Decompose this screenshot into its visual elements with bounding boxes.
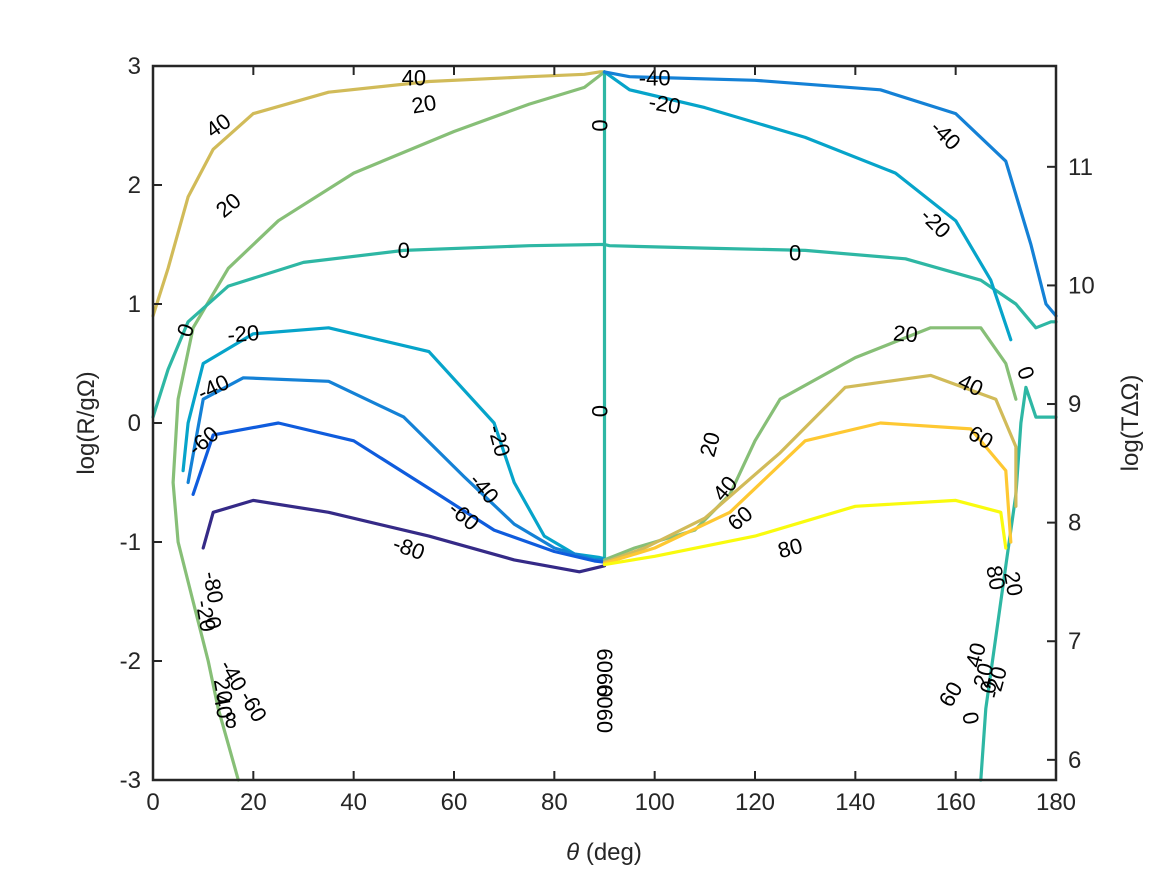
contour-label-45: 6060 bbox=[592, 684, 617, 733]
y2-tick-label-5: 11 bbox=[1068, 154, 1093, 181]
x-axis-label-symbol: θ bbox=[566, 839, 579, 866]
contour-label-15: 40 bbox=[954, 368, 987, 401]
y2-tick-label-4: 10 bbox=[1068, 272, 1095, 299]
y-tick-label-4: 1 bbox=[128, 291, 141, 318]
x-axis-label-text: (deg) bbox=[579, 839, 642, 866]
contour-line-level-60-12 bbox=[602, 421, 1013, 566]
x-axis-ticks: 0 20 40 60 80 100 120 140 160 180 bbox=[146, 66, 1076, 816]
contour-line-level-20-10 bbox=[602, 326, 1018, 562]
y-tick-label-5: 2 bbox=[128, 172, 141, 199]
contour-line-level--20-6 bbox=[181, 326, 607, 561]
contour-label-19: 0 bbox=[587, 405, 612, 417]
contour-line-level--80-9 bbox=[201, 498, 607, 574]
contour-label-43: 0 bbox=[957, 710, 984, 726]
x-axis-label: θ (deg) bbox=[566, 839, 642, 866]
contour-line-level-80-13 bbox=[602, 498, 1008, 567]
x-tick-label-2: 40 bbox=[340, 789, 367, 816]
contour-label-2: 20 bbox=[410, 90, 438, 119]
y2-tick-label-1: 7 bbox=[1068, 628, 1081, 655]
contour-line-level-0-2 bbox=[151, 242, 607, 419]
contour-label-13: 20 bbox=[892, 320, 919, 347]
contour-label-3: 20 bbox=[211, 188, 246, 223]
contour-label-29: -20 bbox=[191, 598, 221, 634]
contour-label-37: 8 bbox=[225, 708, 237, 733]
contour-line-level-20-1 bbox=[171, 70, 607, 782]
contour-label-44: 6060 bbox=[592, 648, 617, 697]
y2-tick-label-0: 6 bbox=[1068, 747, 1081, 774]
contour-lines bbox=[151, 70, 1058, 782]
y-tick-label-0: -3 bbox=[120, 767, 141, 794]
contour-label-0: 40 bbox=[402, 65, 426, 90]
contour-label-7: -40 bbox=[926, 115, 966, 155]
y2-tick-label-3: 9 bbox=[1068, 391, 1081, 418]
x-tick-label-4: 80 bbox=[541, 789, 568, 816]
x-tick-label-0: 0 bbox=[146, 789, 159, 816]
contour-line-level-40-11 bbox=[602, 373, 1018, 564]
y-tick-label-1: -2 bbox=[120, 648, 141, 675]
x-tick-label-1: 20 bbox=[240, 789, 267, 816]
contour-label-12: -20 bbox=[226, 320, 260, 348]
contour-label-36: 40 bbox=[209, 692, 238, 720]
x-tick-label-8: 160 bbox=[936, 789, 976, 816]
contour-line-level--20-14 bbox=[602, 70, 1013, 342]
contour-line-level--60-8 bbox=[191, 421, 607, 564]
y2-axis-label: log(TΔΩ) bbox=[1117, 375, 1144, 472]
contour-label-30: 0 bbox=[200, 615, 227, 631]
y-tick-label-3: 0 bbox=[128, 410, 141, 437]
contour-label-32: 20 bbox=[999, 569, 1028, 597]
contour-label-9: 0 bbox=[398, 238, 410, 263]
x-tick-label-7: 140 bbox=[835, 789, 875, 816]
y-axis-ticks: -3 -2 -1 0 1 2 3 bbox=[120, 53, 162, 794]
y2-tick-label-2: 8 bbox=[1068, 510, 1081, 537]
contour-label-18: 60 bbox=[964, 420, 998, 454]
x-tick-label-6: 120 bbox=[735, 789, 775, 816]
contour-label-22: -40 bbox=[464, 468, 504, 508]
contour-line-level-0-3 bbox=[602, 242, 1058, 330]
contour-label-4: 0 bbox=[587, 119, 612, 131]
y2-axis-ticks: 6 7 8 9 10 11 bbox=[1047, 154, 1095, 774]
contour-label-34: -60 bbox=[235, 686, 273, 726]
contour-label-25: 60 bbox=[723, 501, 758, 536]
contour-line-level-40-0 bbox=[151, 70, 607, 318]
x-tick-label-9: 180 bbox=[1036, 789, 1076, 816]
contour-label-21: 20 bbox=[695, 429, 725, 459]
contour-line-level--40-15 bbox=[602, 70, 1058, 318]
x-tick-label-5: 100 bbox=[635, 789, 675, 816]
x-tick-label-3: 60 bbox=[441, 789, 468, 816]
y-tick-label-6: 3 bbox=[128, 53, 141, 80]
contour-label-1: 40 bbox=[201, 108, 235, 143]
contour-label-27: 80 bbox=[775, 533, 805, 563]
contour-label-20: -20 bbox=[483, 422, 515, 459]
contour-label-28: -80 bbox=[198, 569, 228, 605]
contour-label-16: 0 bbox=[1012, 363, 1040, 383]
contour-label-8: -20 bbox=[916, 203, 956, 243]
contour-line-level--40-7 bbox=[186, 376, 607, 562]
y-tick-label-2: -1 bbox=[120, 529, 141, 556]
contour-label-42: 60 bbox=[934, 677, 968, 711]
contour-label-10: 0 bbox=[789, 240, 801, 265]
contour-label-6: -20 bbox=[647, 89, 683, 119]
contour-label-35: 20 bbox=[209, 677, 238, 705]
contour-label-31: 80 bbox=[981, 563, 1010, 591]
y-axis-label: log(R/gΩ) bbox=[73, 371, 100, 474]
